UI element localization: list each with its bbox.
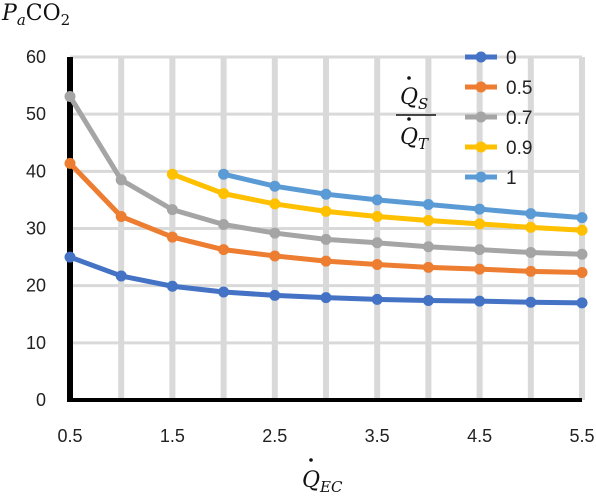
legend-title-denominator: QT xyxy=(400,125,429,153)
legend-swatch-marker xyxy=(475,111,487,123)
data-point xyxy=(422,214,434,226)
data-point xyxy=(115,174,127,186)
data-point xyxy=(474,244,486,256)
data-point xyxy=(422,261,434,273)
legend-title-numerator: QS xyxy=(400,85,428,113)
legend-title-num-base: Q xyxy=(400,85,418,110)
x-tick-label: 0.5 xyxy=(57,426,82,446)
data-point xyxy=(474,295,486,307)
x-tick-label: 2.5 xyxy=(262,426,287,446)
legend-title-den-dot xyxy=(407,117,411,121)
data-point xyxy=(525,265,537,277)
series-layer xyxy=(64,90,588,309)
data-point xyxy=(371,293,383,305)
legend-label: 1 xyxy=(506,168,517,189)
data-point xyxy=(525,247,537,259)
data-point xyxy=(422,295,434,307)
data-point xyxy=(64,251,76,263)
data-point xyxy=(371,259,383,271)
legend-label: 0.7 xyxy=(506,108,532,129)
legend-swatch-marker xyxy=(475,81,487,93)
axes xyxy=(67,57,582,402)
data-point xyxy=(218,188,230,200)
data-point xyxy=(166,231,178,243)
data-point xyxy=(474,263,486,275)
data-point xyxy=(320,292,332,304)
data-point xyxy=(576,212,588,224)
data-point xyxy=(166,168,178,180)
data-point xyxy=(525,208,537,220)
data-point xyxy=(115,270,127,282)
legend-title: QS QT xyxy=(396,76,436,153)
legend-swatch-marker xyxy=(475,51,487,63)
y-tick-label: 20 xyxy=(26,276,46,296)
data-point xyxy=(166,204,178,216)
y-tick-label: 50 xyxy=(26,104,46,124)
legend-swatch-marker xyxy=(475,141,487,153)
y-axis-title-sub: a xyxy=(17,11,26,29)
data-point xyxy=(218,244,230,256)
data-point xyxy=(525,221,537,233)
x-tick-label: 1.5 xyxy=(160,426,185,446)
data-point xyxy=(525,296,537,308)
y-tick-label: 60 xyxy=(26,47,46,67)
data-point xyxy=(371,194,383,206)
data-point xyxy=(269,289,281,301)
data-point xyxy=(576,224,588,236)
data-point xyxy=(371,210,383,222)
data-point xyxy=(269,198,281,210)
data-point xyxy=(218,218,230,230)
y-axis-title-base: P xyxy=(1,1,18,26)
data-point xyxy=(218,286,230,298)
data-point xyxy=(576,267,588,279)
x-axis-title: QEC xyxy=(302,468,343,496)
data-point xyxy=(422,198,434,210)
y-axis-title-mid: CO xyxy=(26,1,61,26)
data-point xyxy=(115,210,127,222)
data-point xyxy=(576,248,588,260)
data-point xyxy=(474,203,486,215)
data-point xyxy=(64,157,76,169)
data-point xyxy=(166,280,178,292)
x-axis-title-sub: EC xyxy=(319,478,343,496)
legend-title-num-dot xyxy=(407,76,411,80)
x-tick-label: 4.5 xyxy=(467,426,492,446)
x-tick-label: 3.5 xyxy=(365,426,390,446)
data-point xyxy=(320,188,332,200)
data-point xyxy=(269,227,281,239)
y-axis-title-sub2: 2 xyxy=(61,11,71,29)
legend-swatch-marker xyxy=(475,171,487,183)
y-tick-label: 10 xyxy=(26,333,46,353)
legend-label: 0 xyxy=(506,48,517,69)
legend-label: 0.5 xyxy=(506,78,532,99)
x-axis-title-base: Q xyxy=(302,468,320,493)
legend: 0 0.5 0.7 0.9 1 xyxy=(465,48,532,189)
data-point xyxy=(320,255,332,267)
y-tick-label: 0 xyxy=(36,390,46,410)
legend-title-den-base: Q xyxy=(400,125,418,150)
data-point xyxy=(269,180,281,192)
data-point xyxy=(320,205,332,217)
data-point xyxy=(218,168,230,180)
data-point xyxy=(320,233,332,245)
x-tick-label: 5.5 xyxy=(569,426,594,446)
legend-title-num-sub: S xyxy=(418,95,428,113)
legend-label: 0.9 xyxy=(506,138,532,159)
y-tick-label: 40 xyxy=(26,161,46,181)
data-point xyxy=(371,237,383,249)
y-axis-title: PaCO2 xyxy=(1,1,70,29)
data-point xyxy=(576,297,588,309)
series-line-4 xyxy=(223,171,583,221)
data-point xyxy=(269,250,281,262)
legend-title-den-sub: T xyxy=(418,135,429,153)
y-tick-label: 30 xyxy=(26,219,46,239)
data-point xyxy=(474,218,486,230)
x-axis-title-dot xyxy=(309,458,313,462)
data-point xyxy=(422,241,434,253)
data-point xyxy=(64,90,76,102)
